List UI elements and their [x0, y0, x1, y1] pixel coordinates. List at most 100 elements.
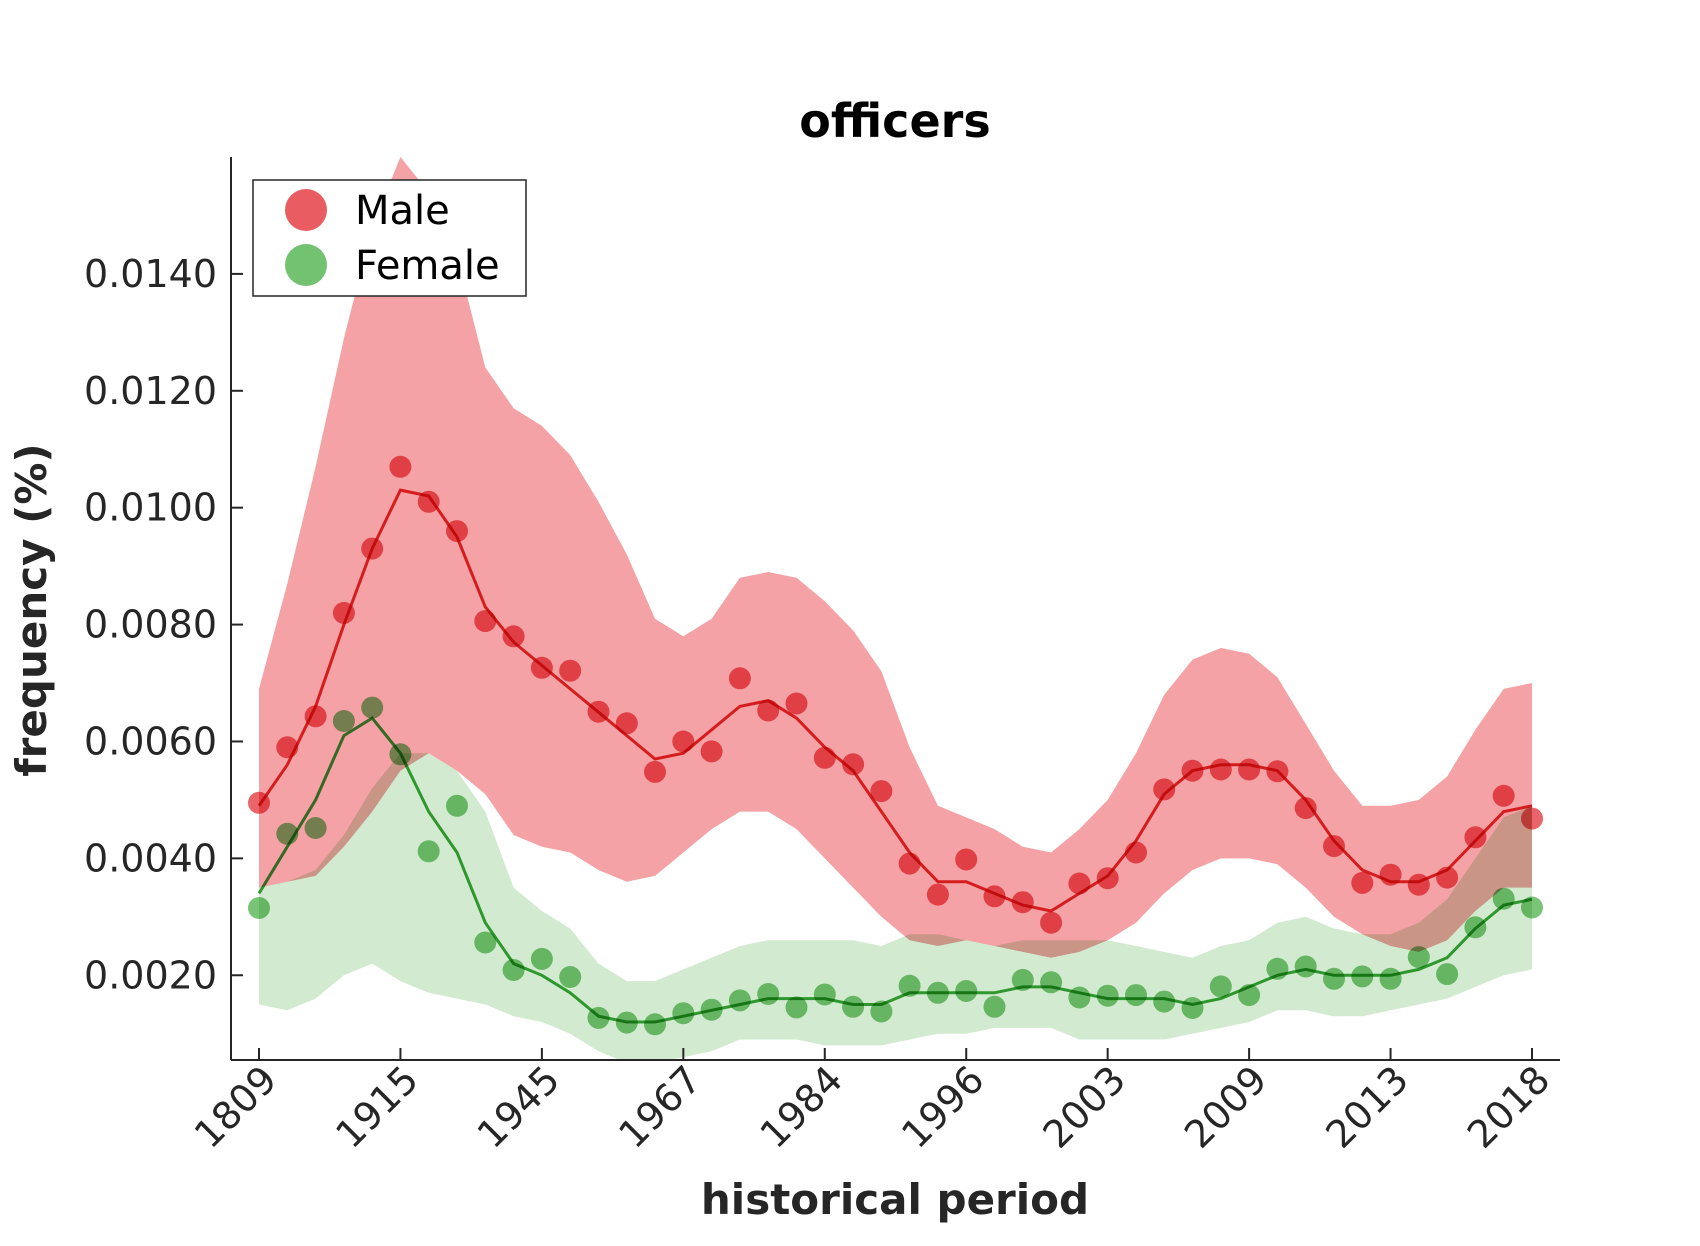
data-point-female: [1096, 984, 1119, 1007]
legend-marker-female: [285, 244, 327, 286]
data-point-male: [898, 852, 921, 875]
data-point-female: [1011, 968, 1034, 991]
data-point-female: [870, 1000, 893, 1023]
plot-area: [248, 157, 1543, 1060]
data-point-female: [644, 1013, 666, 1036]
data-point-male: [361, 537, 384, 560]
x-tick-label: 2018: [1459, 1057, 1559, 1157]
data-point-female: [1153, 990, 1176, 1013]
x-tick-label: 1945: [469, 1057, 569, 1157]
data-point-male: [1323, 835, 1345, 858]
data-point-male: [332, 601, 355, 624]
data-point-female: [1209, 975, 1232, 998]
data-point-male: [1521, 807, 1543, 830]
data-point-female: [672, 1002, 695, 1025]
data-point-female: [1323, 967, 1345, 990]
data-point-male: [728, 667, 751, 690]
data-point-male: [587, 700, 610, 723]
data-point-female: [1238, 984, 1261, 1007]
points-female: [248, 696, 1543, 1036]
data-point-female: [785, 996, 808, 1019]
data-point-female: [587, 1006, 610, 1029]
data-point-female: [615, 1011, 638, 1034]
x-tick-label: 1984: [752, 1057, 852, 1157]
data-point-male: [1011, 891, 1034, 914]
x-tick-label: 2003: [1035, 1057, 1135, 1157]
data-point-male: [870, 780, 893, 803]
data-point-male: [1407, 873, 1430, 896]
data-point-female: [1068, 986, 1091, 1009]
data-point-female: [417, 840, 440, 863]
data-point-male: [1379, 863, 1402, 886]
data-point-female: [1464, 916, 1487, 939]
data-point-male: [1351, 871, 1374, 894]
data-point-female: [1379, 967, 1402, 990]
data-point-female: [700, 998, 723, 1021]
data-point-male: [926, 883, 949, 906]
legend: Male Female: [252, 179, 527, 297]
x-tick-label: 1915: [327, 1057, 427, 1157]
chart-title: officers: [799, 94, 990, 148]
data-point-male: [1266, 760, 1289, 783]
y-tick-label: 0.0060: [84, 719, 217, 763]
data-point-female: [530, 947, 553, 970]
x-tick-label: 1996: [893, 1057, 993, 1157]
data-point-male: [700, 740, 723, 763]
data-point-male: [502, 625, 525, 648]
data-point-male: [955, 848, 978, 871]
data-point-male: [757, 699, 780, 722]
data-point-female: [1266, 957, 1289, 980]
legend-label-female: Female: [355, 243, 500, 289]
x-tick-label: 1967: [610, 1057, 710, 1157]
trend-line-female: [257, 716, 1533, 1024]
x-tick-label: 2013: [1317, 1057, 1417, 1157]
y-tick-label: 0.0100: [84, 486, 217, 530]
y-tick-label: 0.0020: [84, 953, 217, 997]
data-point-female: [446, 794, 468, 817]
data-point-male: [785, 692, 808, 715]
data-point-female: [1125, 984, 1147, 1007]
legend-label-male: Male: [355, 188, 450, 234]
data-point-female: [276, 822, 299, 845]
data-point-female: [898, 974, 921, 997]
data-point-male: [417, 490, 440, 513]
data-point-male: [1492, 784, 1515, 807]
y-tick-label: 0.0040: [84, 836, 217, 880]
data-point-female: [983, 995, 1006, 1018]
trend-line-male: [257, 488, 1533, 913]
data-point-male: [983, 885, 1006, 908]
y-axis-label: frequency (%): [7, 443, 56, 776]
data-point-female: [1492, 887, 1515, 910]
data-point-female: [304, 817, 327, 839]
data-point-male: [842, 753, 865, 776]
data-point-female: [361, 696, 384, 719]
data-point-male: [530, 656, 553, 679]
data-point-female: [474, 931, 497, 954]
data-point-female: [1436, 963, 1459, 986]
data-point-female: [757, 983, 780, 1005]
data-point-male: [276, 736, 299, 759]
data-point-male: [1436, 866, 1459, 889]
data-point-female: [1040, 971, 1063, 994]
data-point-male: [474, 610, 497, 633]
data-point-male: [1181, 759, 1204, 782]
data-point-male: [559, 659, 582, 682]
y-tick-label: 0.0140: [84, 252, 217, 296]
data-point-male: [1040, 911, 1063, 934]
data-point-female: [1521, 896, 1543, 919]
data-point-female: [389, 743, 412, 766]
data-point-female: [502, 959, 525, 981]
data-point-male: [446, 520, 468, 543]
data-point-female: [1181, 997, 1204, 1019]
data-point-male: [389, 455, 412, 478]
data-point-male: [1464, 826, 1487, 849]
x-tick-label: 1809: [186, 1057, 286, 1157]
data-point-female: [1407, 946, 1430, 969]
data-point-male: [1153, 778, 1176, 801]
data-point-male: [644, 760, 666, 783]
data-point-male: [1125, 841, 1147, 864]
data-point-female: [248, 897, 270, 919]
data-point-female: [813, 983, 836, 1006]
data-point-male: [672, 730, 695, 753]
data-point-female: [559, 966, 582, 988]
